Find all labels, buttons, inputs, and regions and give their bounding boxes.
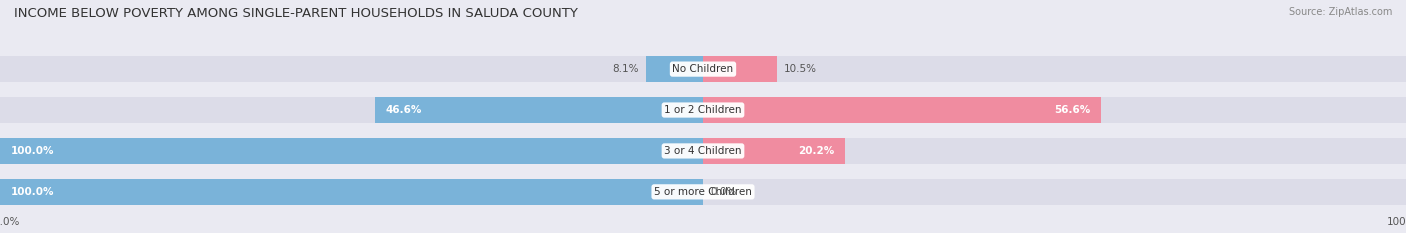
Bar: [0, 179, 703, 205]
Bar: [703, 97, 1101, 123]
Text: 46.6%: 46.6%: [385, 105, 422, 115]
Bar: [703, 138, 845, 164]
Text: 5 or more Children: 5 or more Children: [654, 187, 752, 197]
Text: 3 or 4 Children: 3 or 4 Children: [664, 146, 742, 156]
Bar: [703, 97, 1406, 123]
Text: 8.1%: 8.1%: [613, 64, 640, 74]
Bar: [0, 56, 703, 82]
Bar: [703, 56, 778, 82]
Bar: [375, 97, 703, 123]
Text: 0.0%: 0.0%: [710, 187, 737, 197]
Text: 1 or 2 Children: 1 or 2 Children: [664, 105, 742, 115]
Bar: [0, 138, 703, 164]
Text: 20.2%: 20.2%: [799, 146, 835, 156]
Bar: [0, 179, 703, 205]
Text: No Children: No Children: [672, 64, 734, 74]
Text: Source: ZipAtlas.com: Source: ZipAtlas.com: [1288, 7, 1392, 17]
Text: 100.0%: 100.0%: [10, 187, 53, 197]
Bar: [703, 138, 1406, 164]
Bar: [0, 138, 703, 164]
Bar: [0, 97, 703, 123]
Bar: [703, 179, 1406, 205]
Bar: [703, 56, 1406, 82]
Bar: [647, 56, 703, 82]
Text: 100.0%: 100.0%: [10, 146, 53, 156]
Text: 56.6%: 56.6%: [1054, 105, 1091, 115]
Text: INCOME BELOW POVERTY AMONG SINGLE-PARENT HOUSEHOLDS IN SALUDA COUNTY: INCOME BELOW POVERTY AMONG SINGLE-PARENT…: [14, 7, 578, 20]
Text: 10.5%: 10.5%: [785, 64, 817, 74]
